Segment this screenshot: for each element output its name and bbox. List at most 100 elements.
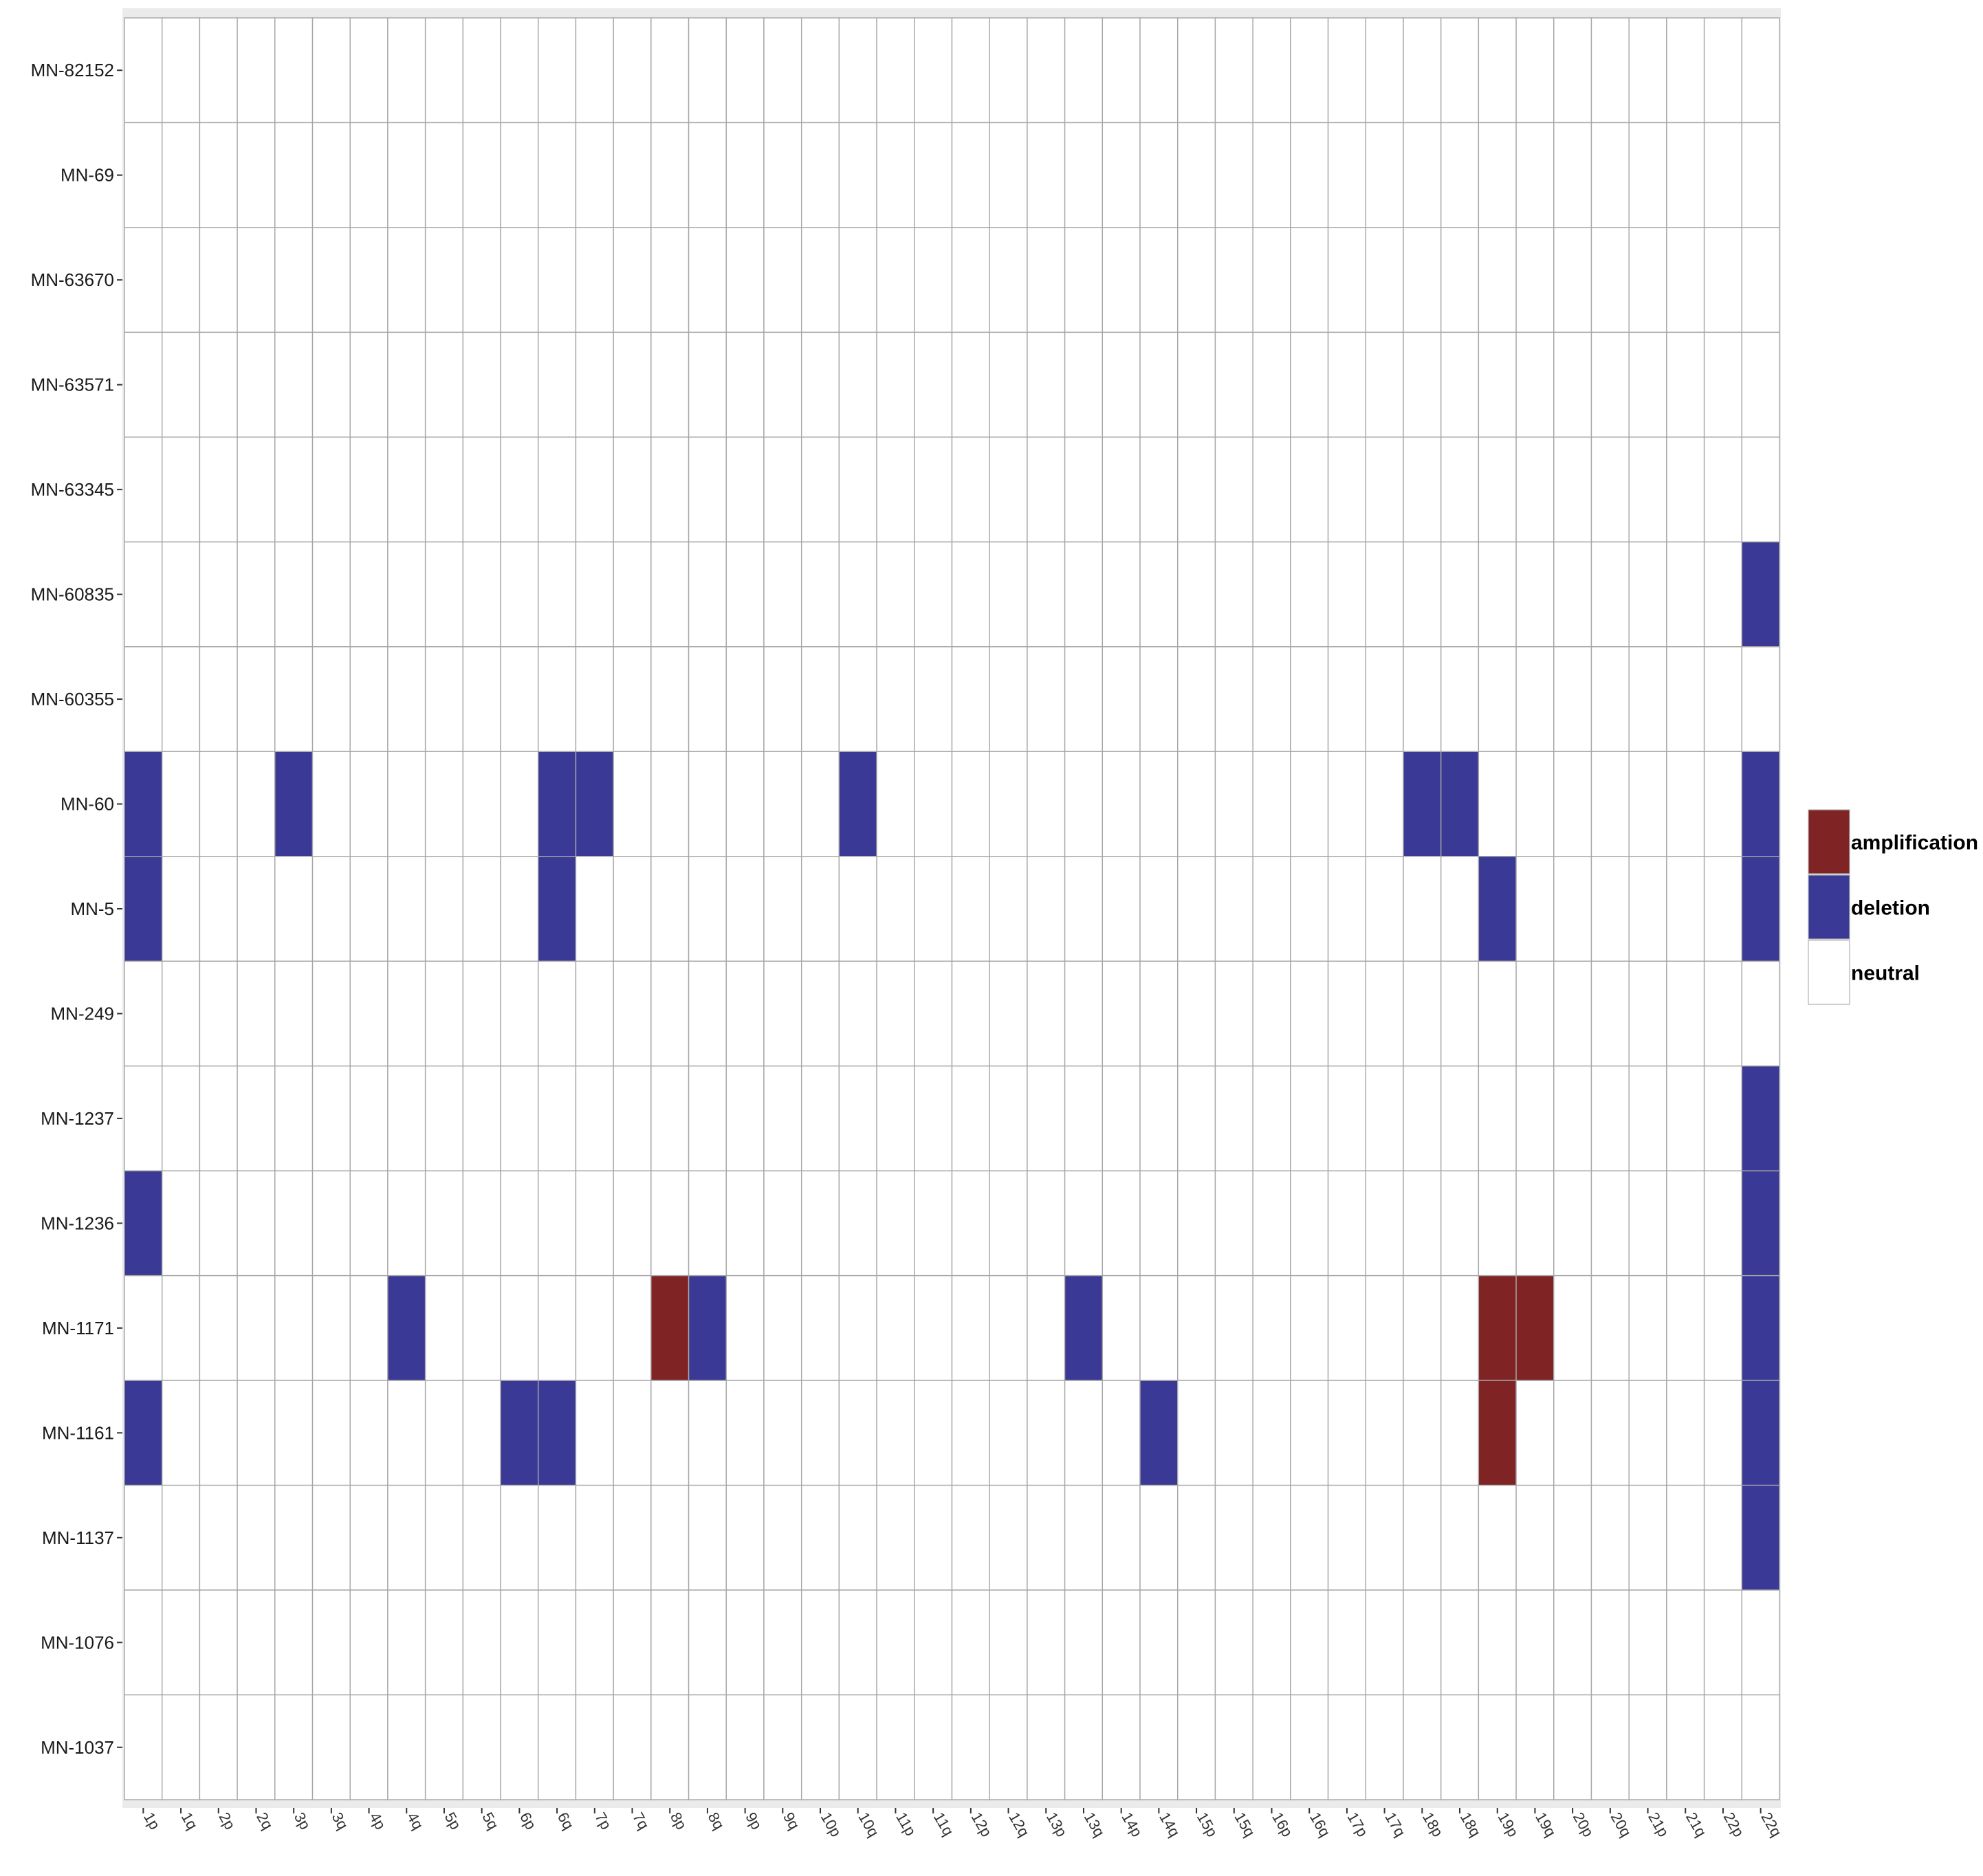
- heatmap-cell-mn-60355-1p: [124, 646, 163, 752]
- heatmap-cell-mn-5-19q: [1515, 856, 1555, 962]
- heatmap-cell-mn-1161-2q: [237, 1380, 276, 1486]
- heatmap-cell-mn-1237-19p: [1478, 1066, 1517, 1171]
- heatmap-cell-mn-82152-4p: [349, 17, 388, 124]
- heatmap-cell-mn-1076-10p: [800, 1589, 840, 1696]
- heatmap-cell-mn-1076-9q: [763, 1589, 802, 1696]
- heatmap-cell-mn-69-13q: [1064, 122, 1104, 228]
- heatmap-cell-mn-1171-11q: [914, 1274, 953, 1381]
- heatmap-cell-mn-1076-14p: [1102, 1589, 1141, 1696]
- heatmap-cell-mn-60355-12q: [989, 646, 1028, 752]
- heatmap-cell-mn-63345-20q: [1590, 437, 1630, 543]
- heatmap-cell-mn-5-17q: [1365, 856, 1404, 962]
- heatmap-cell-mn-5-12q: [989, 856, 1028, 962]
- x-tick-label: 18p: [1419, 1809, 1447, 1840]
- heatmap-cell-mn-69-8q: [688, 122, 727, 228]
- heatmap-cell-mn-1236-13p: [1027, 1170, 1066, 1277]
- heatmap-cell-mn-1137-15q: [1214, 1484, 1253, 1591]
- heatmap-cell-mn-69-2p: [199, 122, 238, 228]
- heatmap-cell-mn-1171-6q: [538, 1274, 577, 1381]
- heatmap-cell-mn-82152-16p: [1252, 17, 1291, 124]
- heatmap-cell-mn-1236-11p: [876, 1170, 915, 1277]
- heatmap-cell-mn-82152-6p: [500, 17, 539, 124]
- heatmap-cell-mn-1237-13q: [1064, 1066, 1104, 1171]
- heatmap-cell-mn-1237-13p: [1027, 1066, 1066, 1171]
- heatmap-cell-mn-1237-9p: [725, 1066, 765, 1171]
- legend-key-amplification: [1808, 809, 1850, 874]
- heatmap-cell-mn-82152-22p: [1703, 17, 1742, 124]
- heatmap-cell-mn-1236-20q: [1590, 1170, 1630, 1277]
- heatmap-cell-mn-5-3q: [311, 856, 351, 962]
- heatmap-cell-mn-1037-9q: [763, 1694, 802, 1800]
- heatmap-cell-mn-60355-22q: [1741, 646, 1780, 752]
- heatmap-cell-mn-5-8q: [688, 856, 727, 962]
- x-tick-label: 12p: [968, 1809, 996, 1840]
- heatmap-cell-mn-1076-7q: [613, 1589, 652, 1696]
- heatmap-cell-mn-249-4p: [349, 960, 388, 1067]
- heatmap-cell-mn-63345-12p: [951, 437, 990, 543]
- heatmap-cell-mn-63345-7q: [613, 437, 652, 543]
- heatmap-cell-mn-82152-3p: [274, 17, 314, 124]
- heatmap-cell-mn-249-4q: [387, 960, 426, 1067]
- heatmap-cell-mn-63571-22q: [1741, 331, 1780, 438]
- x-tick-label: 19p: [1494, 1809, 1522, 1840]
- heatmap-cell-mn-5-6q: [538, 856, 577, 962]
- heatmap-cell-mn-1171-8q: [688, 1274, 727, 1381]
- heatmap-cell-mn-82152-2p: [199, 17, 238, 124]
- heatmap-cell-mn-60355-16p: [1252, 646, 1291, 752]
- heatmap-cell-mn-63670-7q: [613, 227, 652, 333]
- heatmap-cell-mn-60835-3p: [274, 541, 314, 648]
- heatmap-cell-mn-1076-13p: [1027, 1589, 1066, 1696]
- heatmap-cell-mn-1161-16p: [1252, 1380, 1291, 1486]
- heatmap-cell-mn-69-20q: [1590, 122, 1630, 228]
- heatmap-cell-mn-82152-10p: [800, 17, 840, 124]
- heatmap-cell-mn-60355-11q: [914, 646, 953, 752]
- heatmap-cell-mn-60-4p: [349, 751, 388, 857]
- heatmap-cell-mn-1037-2p: [199, 1694, 238, 1800]
- heatmap-cell-mn-63670-11q: [914, 227, 953, 333]
- heatmap-cell-mn-1171-7p: [575, 1274, 614, 1381]
- heatmap-cell-mn-63345-3p: [274, 437, 314, 543]
- heatmap-cell-mn-1237-15q: [1214, 1066, 1253, 1171]
- heatmap-cell-mn-63670-13q: [1064, 227, 1104, 333]
- heatmap-cell-mn-60-20q: [1590, 751, 1630, 857]
- heatmap-cell-mn-63571-5q: [462, 331, 501, 438]
- heatmap-cell-mn-1076-17q: [1365, 1589, 1404, 1696]
- heatmap-cell-mn-63571-2q: [237, 331, 276, 438]
- heatmap-cell-mn-249-20p: [1553, 960, 1592, 1067]
- heatmap-cell-mn-1137-17p: [1327, 1484, 1366, 1591]
- heatmap-cell-mn-69-9q: [763, 122, 802, 228]
- heatmap-cell-mn-63670-14p: [1102, 227, 1141, 333]
- heatmap-cell-mn-1171-19q: [1515, 1274, 1555, 1381]
- heatmap-cell-mn-63670-5q: [462, 227, 501, 333]
- heatmap-cell-mn-60-6p: [500, 751, 539, 857]
- heatmap-cell-mn-1037-19p: [1478, 1694, 1517, 1800]
- heatmap-cell-mn-1037-20q: [1590, 1694, 1630, 1800]
- heatmap-cell-mn-63571-19p: [1478, 331, 1517, 438]
- heatmap-cell-mn-1171-5q: [462, 1274, 501, 1381]
- heatmap-cell-mn-1137-6p: [500, 1484, 539, 1591]
- heatmap-cell-mn-63670-11p: [876, 227, 915, 333]
- heatmap-cell-mn-1237-20q: [1590, 1066, 1630, 1171]
- heatmap-cell-mn-249-3p: [274, 960, 314, 1067]
- heatmap-cell-mn-1037-7p: [575, 1694, 614, 1800]
- heatmap-cell-mn-1236-7q: [613, 1170, 652, 1277]
- heatmap-cell-mn-1161-5p: [424, 1380, 464, 1486]
- heatmap-cell-mn-69-17q: [1365, 122, 1404, 228]
- heatmap-cell-mn-69-3p: [274, 122, 314, 228]
- heatmap-cell-mn-1237-8q: [688, 1066, 727, 1171]
- heatmap-cell-mn-60-17q: [1365, 751, 1404, 857]
- heatmap-cell-mn-1237-22p: [1703, 1066, 1742, 1171]
- heatmap-cell-mn-63670-13p: [1027, 227, 1066, 333]
- heatmap-cell-mn-1037-19q: [1515, 1694, 1555, 1800]
- heatmap-cell-mn-60-5p: [424, 751, 464, 857]
- heatmap-cell-mn-5-4q: [387, 856, 426, 962]
- heatmap-cell-mn-63670-1p: [124, 227, 163, 333]
- heatmap-cell-mn-1137-9p: [725, 1484, 765, 1591]
- heatmap-cell-mn-60-19q: [1515, 751, 1555, 857]
- heatmap-cell-mn-63571-7p: [575, 331, 614, 438]
- heatmap-cell-mn-1037-3q: [311, 1694, 351, 1800]
- heatmap-cell-mn-63571-4q: [387, 331, 426, 438]
- heatmap-cell-mn-63345-1q: [161, 437, 201, 543]
- heatmap-cell-mn-63571-21p: [1628, 331, 1667, 438]
- heatmap-cell-mn-1037-4p: [349, 1694, 388, 1800]
